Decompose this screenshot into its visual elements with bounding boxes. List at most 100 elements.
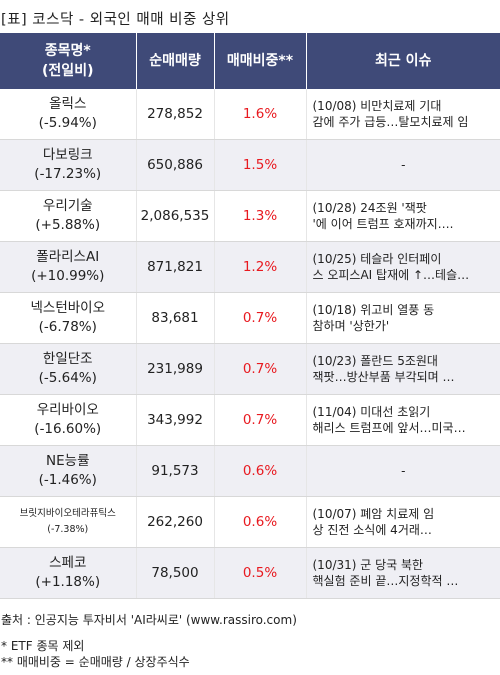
- issue-line2: '에 이어 트럼프 호재까지….: [312, 217, 454, 231]
- issue-line1: -: [401, 464, 406, 478]
- stock-change: (+1.18%): [35, 574, 101, 590]
- header-issue: 최근 이슈: [306, 33, 500, 89]
- table-row: 폴라리스AI (+10.99%) 871,821 1.2% (10/25) 테슬라 인터…: [0, 241, 500, 293]
- recent-issue: (10/23) 폴란드 5조원대 잭팟…방산부품 부각되며 …: [306, 343, 500, 395]
- table-row: 브릿지바이오테라퓨틱스 (-7.38%) 262,260 0.6% (10/07) 폐암…: [0, 496, 500, 548]
- net-volume: 343,992: [136, 394, 215, 446]
- table-row: 올릭스 (-5.94%) 278,852 1.6% (10/08) 비만치료제 기대 감에…: [0, 89, 500, 140]
- issue-line2: 참하며 '상한가': [312, 319, 390, 333]
- issue-line2: 해리스 트럼프에 앞서…미국…: [312, 421, 466, 435]
- stock-change: (-5.94%): [38, 115, 97, 131]
- stock-name: NE능률: [46, 453, 90, 469]
- stock-change: (-7.38%): [47, 524, 89, 535]
- header-ratio: 매매비중**: [214, 33, 307, 89]
- net-volume: 91,573: [136, 445, 215, 497]
- trade-ratio: 1.5%: [214, 139, 307, 191]
- header-name-line1: 종목명*: [44, 43, 91, 59]
- header-name-line2: (전일비): [42, 63, 94, 79]
- stock-name: 폴라리스AI: [36, 249, 100, 265]
- stock-name-cell: NE능률 (-1.46%): [0, 445, 137, 497]
- issue-line1: (10/18) 위고비 열풍 동: [312, 303, 435, 317]
- stock-change: (-1.46%): [38, 472, 97, 488]
- stock-name: 브릿지바이오테라퓨틱스: [19, 508, 116, 519]
- trade-ratio: 0.6%: [214, 445, 307, 497]
- trade-ratio: 1.2%: [214, 241, 307, 293]
- trade-ratio: 0.5%: [214, 547, 307, 599]
- recent-issue: -: [306, 139, 500, 191]
- footnote-ratio: ** 매매비중 = 순매매량 / 상장주식수: [1, 655, 190, 669]
- issue-line1: (10/07) 폐암 치료제 임: [312, 507, 435, 521]
- stock-name-cell: 한일단조 (-5.64%): [0, 343, 137, 395]
- header-volume: 순매매량: [136, 33, 215, 89]
- net-volume: 278,852: [136, 89, 215, 140]
- stock-name-cell: 넥스턴바이오 (-6.78%): [0, 292, 137, 344]
- foreign-trading-table: 종목명* (전일비) 순매매량 매매비중** 최근 이슈 올릭스 (-5.94%)…: [0, 33, 500, 599]
- stock-name-cell: 폴라리스AI (+10.99%): [0, 241, 137, 293]
- stock-name-cell: 우리기술 (+5.88%): [0, 190, 137, 242]
- issue-line2: 상 진전 소식에 4거래…: [312, 523, 432, 537]
- table-title: [표] 코스닥 - 외국인 매매 비중 상위: [1, 12, 230, 28]
- issue-line1: (10/31) 군 당국 북한: [312, 558, 424, 572]
- stock-name-cell: 우리바이오 (-16.60%): [0, 394, 137, 446]
- table-row: 스페코 (+1.18%) 78,500 0.5% (10/31) 군 당국 북한 핵실험 …: [0, 547, 500, 599]
- net-volume: 2,086,535: [136, 190, 215, 242]
- source-note: 출처 : 인공지능 투자비서 'AI라씨로' (www.rassiro.com): [1, 613, 297, 627]
- issue-line2: 핵실험 준비 끝…지정학적 …: [312, 574, 459, 588]
- stock-name: 우리기술: [42, 198, 93, 214]
- stock-name-cell: 올릭스 (-5.94%): [0, 89, 137, 140]
- trade-ratio: 0.6%: [214, 496, 307, 548]
- stock-change: (-6.78%): [38, 319, 97, 335]
- table-row: 한일단조 (-5.64%) 231,989 0.7% (10/23) 폴란드 5조원대 …: [0, 343, 500, 395]
- trade-ratio: 0.7%: [214, 343, 307, 395]
- net-volume: 231,989: [136, 343, 215, 395]
- table-row: 다보링크 (-17.23%) 650,886 1.5% -: [0, 139, 500, 191]
- table-header-row: 종목명* (전일비) 순매매량 매매비중** 최근 이슈: [0, 33, 500, 89]
- net-volume: 871,821: [136, 241, 215, 293]
- issue-line1: (10/28) 24조원 '잭팟: [312, 201, 427, 215]
- net-volume: 650,886: [136, 139, 215, 191]
- issue-line1: (10/25) 테슬라 인터페이: [312, 252, 442, 266]
- stock-name: 넥스턴바이오: [30, 300, 106, 316]
- stock-name: 다보링크: [42, 147, 93, 163]
- net-volume: 83,681: [136, 292, 215, 344]
- stock-name-cell: 다보링크 (-17.23%): [0, 139, 137, 191]
- net-volume: 262,260: [136, 496, 215, 548]
- stock-name-cell: 스페코 (+1.18%): [0, 547, 137, 599]
- recent-issue: (10/28) 24조원 '잭팟 '에 이어 트럼프 호재까지….: [306, 190, 500, 242]
- stock-change: (-16.60%): [34, 421, 102, 437]
- table-row: NE능률 (-1.46%) 91,573 0.6% -: [0, 445, 500, 497]
- stock-change: (+5.88%): [35, 217, 101, 233]
- header-name: 종목명* (전일비): [0, 33, 137, 89]
- table-row: 넥스턴바이오 (-6.78%) 83,681 0.7% (10/18) 위고비 열풍 동…: [0, 292, 500, 344]
- stock-name: 한일단조: [42, 351, 93, 367]
- issue-line2: 잭팟…방산부품 부각되며 …: [312, 370, 455, 384]
- stock-name: 올릭스: [49, 96, 87, 112]
- trade-ratio: 0.7%: [214, 394, 307, 446]
- table-row: 우리기술 (+5.88%) 2,086,535 1.3% (10/28) 24조원 '잭…: [0, 190, 500, 242]
- trade-ratio: 0.7%: [214, 292, 307, 344]
- issue-line2: 감에 주가 급등…탈모치료제 임: [312, 115, 469, 129]
- issue-line2: 스 오피스AI 탑재에 ↑…테슬…: [312, 268, 470, 282]
- trade-ratio: 1.3%: [214, 190, 307, 242]
- footnote-etf: * ETF 종목 제외: [1, 639, 85, 653]
- stock-change: (-17.23%): [34, 166, 102, 182]
- issue-line1: (11/04) 미대선 초읽기: [312, 405, 431, 419]
- issue-line1: (10/23) 폴란드 5조원대: [312, 354, 438, 368]
- trade-ratio: 1.6%: [214, 89, 307, 140]
- stock-change: (-5.64%): [38, 370, 97, 386]
- table-row: 우리바이오 (-16.60%) 343,992 0.7% (11/04) 미대선 초읽기…: [0, 394, 500, 446]
- recent-issue: -: [306, 445, 500, 497]
- stock-name: 우리바이오: [36, 402, 99, 418]
- net-volume: 78,500: [136, 547, 215, 599]
- stock-name: 스페코: [49, 555, 87, 571]
- issue-line1: (10/08) 비만치료제 기대: [312, 99, 442, 113]
- issue-line1: -: [401, 158, 406, 172]
- stock-change: (+10.99%): [31, 268, 105, 284]
- stock-name-cell: 브릿지바이오테라퓨틱스 (-7.38%): [0, 496, 137, 548]
